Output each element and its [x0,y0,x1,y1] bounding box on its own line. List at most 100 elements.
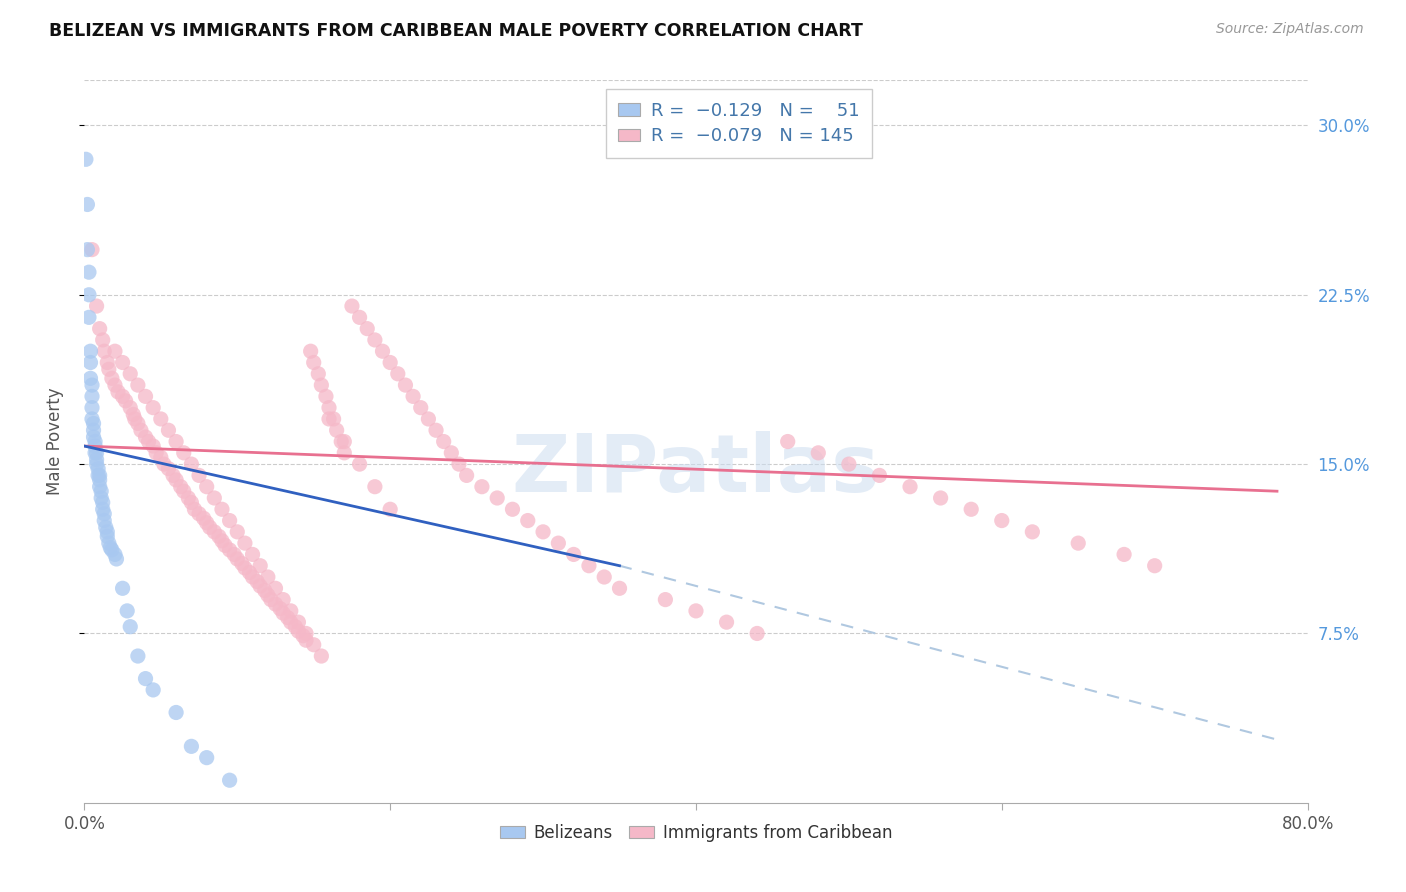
Point [79,355,101,369]
Point [93,344,115,359]
Point [122,408,145,422]
Point [165,706,187,720]
Point [195,516,218,530]
Point [93,507,115,521]
Point [91,495,114,509]
Point [287,624,309,639]
Point [333,446,356,460]
Point [80,389,103,403]
Point [578,558,600,573]
Point [898,480,921,494]
Point [253,583,276,598]
Point [195,480,218,494]
Point [257,588,280,602]
Point [165,473,187,487]
Point [87,461,110,475]
Point [260,592,283,607]
Point [447,457,470,471]
Point [307,367,329,381]
Point [211,502,233,516]
Text: BELIZEAN VS IMMIGRANTS FROM CARIBBEAN MALE POVERTY CORRELATION CHART: BELIZEAN VS IMMIGRANTS FROM CARIBBEAN MA… [49,22,863,40]
Point [135,389,157,403]
Point [218,514,240,528]
Point [471,480,494,494]
Point [562,548,585,562]
Point [83,423,105,437]
Point [135,672,157,686]
Point [486,491,509,505]
Point [371,344,394,359]
Point [80,412,103,426]
Point [198,520,221,534]
Point [654,592,676,607]
Point [380,355,402,369]
Point [807,446,830,460]
Point [302,638,325,652]
Point [180,495,202,509]
Point [929,491,952,505]
Point [211,533,233,548]
Point [79,371,101,385]
Point [249,579,271,593]
Point [242,570,264,584]
Point [111,389,134,403]
Point [685,604,707,618]
Point [96,524,118,539]
Point [226,524,249,539]
Point [104,344,127,359]
Point [111,355,134,369]
Point [333,434,356,449]
Point [364,333,387,347]
Point [97,536,120,550]
Point [84,439,107,453]
Point [153,457,176,471]
Point [96,355,118,369]
Point [516,514,538,528]
Point [311,378,333,392]
Point [76,197,98,211]
Point [776,434,799,449]
Point [142,401,165,415]
Point [330,434,353,449]
Point [224,548,246,562]
Point [531,524,554,539]
Point [80,378,103,392]
Point [238,566,260,580]
Point [75,153,97,167]
Point [83,430,105,444]
Point [84,446,107,460]
Point [409,401,432,415]
Point [86,452,108,467]
Point [76,243,98,257]
Point [86,446,108,460]
Point [387,367,409,381]
Point [991,514,1014,528]
Point [364,480,387,494]
Point [231,557,253,571]
Point [425,423,447,437]
Point [177,491,200,505]
Point [271,592,294,607]
Point [349,457,371,471]
Point [318,401,340,415]
Point [218,773,240,788]
Point [1114,548,1136,562]
Point [157,461,180,475]
Point [98,541,121,555]
Point [173,484,195,499]
Point [214,538,236,552]
Point [101,542,124,557]
Point [269,601,291,615]
Point [208,529,231,543]
Point [195,750,218,764]
Point [104,378,127,392]
Point [440,446,463,460]
Text: Source: ZipAtlas.com: Source: ZipAtlas.com [1216,22,1364,37]
Point [356,321,378,335]
Point [87,468,110,483]
Point [183,502,205,516]
Point [1143,558,1166,573]
Point [124,412,146,426]
Point [271,606,294,620]
Point [233,536,256,550]
